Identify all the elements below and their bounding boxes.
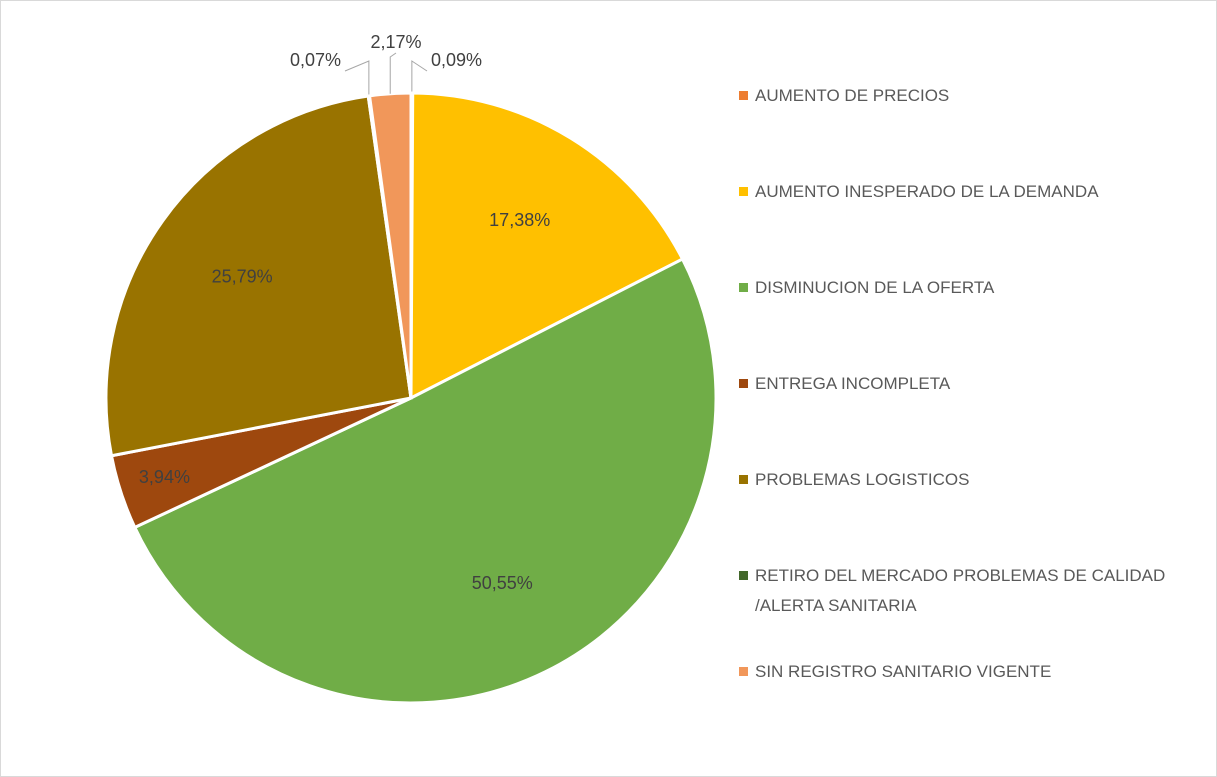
legend-item: AUMENTO INESPERADO DE LA DEMANDA xyxy=(739,177,1189,273)
data-label: 0,09% xyxy=(431,50,482,70)
pie-slice xyxy=(132,257,718,705)
legend-item: ENTREGA INCOMPLETA xyxy=(739,369,1189,465)
legend-label: DISMINUCION DE LA OFERTA xyxy=(755,278,995,297)
legend-swatch xyxy=(739,379,748,388)
legend-swatch xyxy=(739,283,748,292)
data-label: 17,38% xyxy=(489,210,550,230)
legend-label: ENTREGA INCOMPLETA xyxy=(755,374,951,393)
legend-swatch xyxy=(739,91,748,100)
legend-swatch xyxy=(739,571,748,580)
pie-slice xyxy=(409,91,685,401)
data-label: 0,07% xyxy=(290,50,341,70)
leader-line xyxy=(344,60,370,96)
legend-swatch xyxy=(739,187,748,196)
leader-line xyxy=(411,60,428,94)
legend-item: PROBLEMAS LOGISTICOS xyxy=(739,465,1189,561)
legend-label: AUMENTO DE PRECIOS xyxy=(755,86,950,105)
legend-item: RETIRO DEL MERCADO PROBLEMAS DE CALIDAD … xyxy=(739,561,1189,657)
leader-line xyxy=(389,52,397,94)
legend-swatch xyxy=(739,475,748,484)
legend-item: SIN REGISTRO SANITARIO VIGENTE xyxy=(739,657,1189,753)
legend-item: DISMINUCION DE LA OFERTA xyxy=(739,273,1189,369)
data-label: 25,79% xyxy=(212,266,273,286)
legend-label: SIN REGISTRO SANITARIO VIGENTE xyxy=(755,662,1052,681)
data-label: 3,94% xyxy=(139,467,190,487)
legend-label: RETIRO DEL MERCADO PROBLEMAS DE CALIDAD … xyxy=(755,566,1166,615)
legend: AUMENTO DE PRECIOS AUMENTO INESPERADO DE … xyxy=(739,81,1189,753)
data-label: 2,17% xyxy=(370,32,421,52)
pie-area: 0,09% 17,38% 50,55% 3,94% 25,79% 0,07% 2,17% xyxy=(104,32,718,705)
legend-swatch xyxy=(739,667,748,676)
legend-label: PROBLEMAS LOGISTICOS xyxy=(755,470,970,489)
legend-label: AUMENTO INESPERADO DE LA DEMANDA xyxy=(755,182,1099,201)
legend-item: AUMENTO DE PRECIOS xyxy=(739,81,1189,177)
pie-slice xyxy=(104,94,413,458)
data-label: 50,55% xyxy=(472,573,533,593)
